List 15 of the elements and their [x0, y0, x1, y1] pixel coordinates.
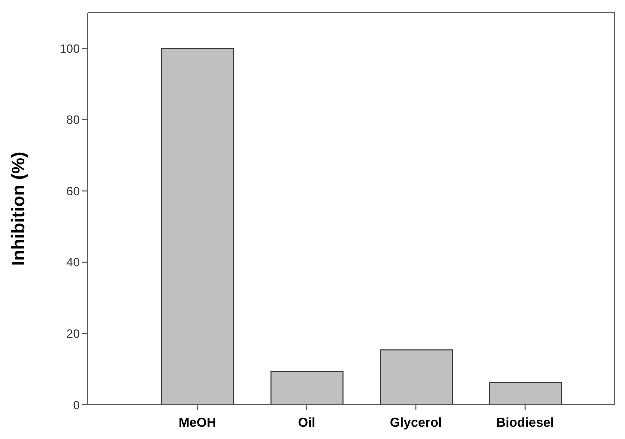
y-tick-label: 0	[73, 398, 80, 412]
y-tick-label: 80	[66, 113, 80, 128]
bar	[489, 382, 562, 405]
y-tick-label: 40	[66, 256, 80, 270]
x-tick-label: Oil	[298, 415, 316, 430]
y-tick-label: 20	[66, 326, 80, 341]
x-tick-label: Glycerol	[390, 415, 442, 430]
y-axis-title: Inhibition (%)	[8, 152, 28, 266]
y-tick-label: 100	[60, 42, 80, 56]
x-tick-label: Biodiesel	[496, 415, 554, 430]
bar	[380, 350, 453, 405]
bar	[270, 371, 344, 405]
y-tick-label: 60	[66, 184, 80, 198]
bar	[162, 48, 234, 405]
x-tick-label: MeOH	[178, 415, 216, 430]
